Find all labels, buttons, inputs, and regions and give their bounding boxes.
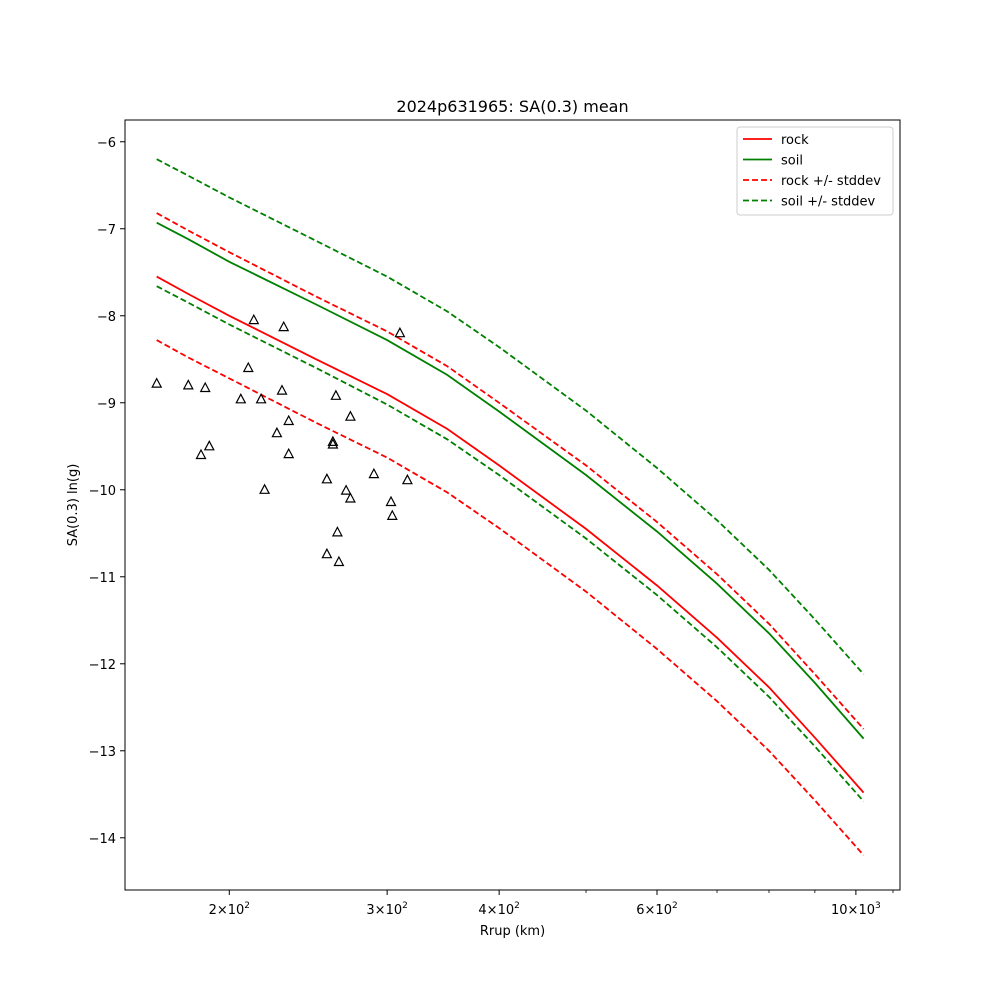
y-axis: −6 −7 −8 −9 −10 −11 −12 −13 −14 [89,136,125,847]
observation-marker [182,379,194,390]
series-line-4 [156,339,865,856]
observation-marker [203,440,215,451]
series-layer [156,158,865,856]
observation-marker [330,389,342,400]
x-tick-label: 3×102 [366,901,407,918]
observation-marker [235,393,247,404]
series-line-6 [156,285,865,802]
observation-marker [327,435,339,446]
x-tick-label: 6×102 [636,901,677,918]
observation-marker [242,361,254,373]
observation-marker [151,377,163,388]
x-axis-label: Rrup (km) [480,924,545,939]
y-tick-label: −8 [97,310,116,325]
observation-marker [255,393,267,404]
observation-marker [327,438,339,449]
observation-marker [199,381,211,393]
observation-marker [276,384,288,395]
legend: rock soil rock +/- stddev soil +/- stddev [736,126,894,216]
observation-marker [321,473,333,484]
observation-marker [331,526,343,537]
y-tick-label: −13 [89,745,116,760]
observation-marker [340,484,352,495]
observation-marker [401,473,413,485]
observation-marker [386,509,398,521]
y-tick-label: −6 [97,136,116,151]
observation-marker [283,447,295,459]
series-line-3 [156,212,865,730]
series-line-1 [156,275,865,794]
legend-box [736,126,894,216]
chart-title: 2024p631965: SA(0.3) mean [396,97,628,116]
observation-marker [283,414,295,426]
observation-marker [259,483,271,494]
y-tick-label: −10 [89,484,116,499]
x-tick-label: 2×102 [209,901,250,918]
x-axis: 2×102 3×102 4×102 6×102 10×103 [209,890,894,918]
series-line-2 [156,221,865,740]
observation-marker [271,426,283,438]
observation-marker [394,326,406,338]
x-tick-label: 10×103 [831,901,881,918]
plot-area-frame [124,119,901,891]
observation-marker [344,492,356,503]
x-tick-label: 4×102 [478,901,519,918]
legend-label: soil +/- stddev [781,195,876,210]
y-tick-label: −9 [97,397,116,412]
observation-marker [278,320,290,332]
legend-label: soil [781,154,803,169]
y-tick-label: −14 [89,832,116,847]
y-axis-label: SA(0.3) ln(g) [66,464,81,547]
observation-marker [195,448,207,460]
legend-label: rock [781,133,809,148]
observations-layer [151,313,413,567]
observation-marker [248,313,260,325]
observation-marker [321,547,333,559]
observation-marker [368,467,380,479]
series-line-5 [156,158,865,675]
observation-marker [344,410,356,421]
y-tick-label: −7 [97,223,116,238]
legend-label: rock +/- stddev [781,174,881,189]
observation-marker [333,555,345,567]
y-tick-label: −12 [89,658,116,673]
observation-marker [385,495,397,507]
y-tick-label: −11 [89,571,116,586]
